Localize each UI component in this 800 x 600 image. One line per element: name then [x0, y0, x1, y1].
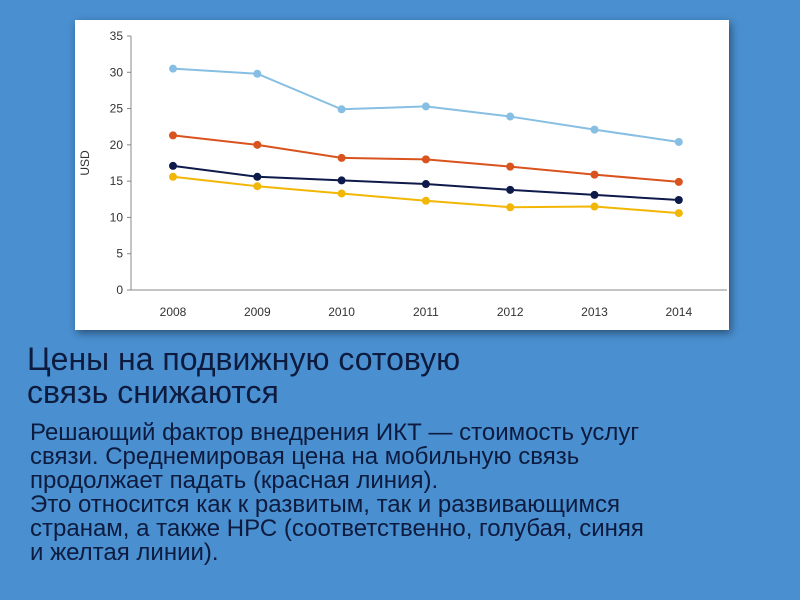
data-point [253, 69, 262, 78]
y-tick-label: 0 [116, 283, 123, 297]
body-line-6: и желтая линии). [30, 539, 219, 566]
x-tick-label: 2014 [665, 305, 692, 319]
slide-body-text: Решающий фактор внедрения ИКТ — стоимост… [30, 421, 790, 565]
y-tick-label: 10 [110, 210, 124, 224]
x-tick-label: 2009 [244, 305, 271, 319]
data-point [506, 203, 515, 212]
body-line-1: Решающий фактор внедрения ИКТ — стоимост… [30, 419, 640, 446]
x-tick-label: 2012 [497, 305, 524, 319]
data-point [421, 155, 430, 164]
y-tick-label: 35 [110, 29, 124, 43]
data-point [674, 209, 683, 218]
data-point [253, 140, 262, 149]
data-point [253, 172, 262, 181]
data-point [169, 172, 177, 181]
data-point [169, 64, 177, 73]
x-tick-label: 2010 [328, 305, 355, 319]
data-point [506, 162, 515, 171]
data-point [169, 131, 177, 140]
data-point [421, 180, 430, 189]
y-axis-label: USD [78, 150, 92, 176]
data-point [421, 196, 430, 205]
data-point [590, 125, 599, 134]
data-point [590, 170, 599, 179]
chart-card: 0 5 10 15 20 25 30 35 USD 2008 2009 2010 2011 2012 201… [75, 20, 729, 330]
y-tick-label: 5 [116, 247, 123, 261]
body-line-3: продолжает падать (красная линия). [30, 467, 439, 494]
y-tick-label: 30 [110, 65, 124, 79]
y-tick-label: 20 [110, 138, 124, 152]
y-tick-label: 25 [110, 102, 124, 116]
data-point [674, 196, 683, 205]
data-point [506, 185, 515, 194]
data-point [337, 176, 346, 185]
data-point [337, 153, 346, 162]
data-point [506, 112, 515, 121]
body-line-2: связи. Среднемировая цена на мобильную с… [30, 443, 580, 470]
slide-title-line-1: Цены на подвижную сотовую [27, 341, 461, 377]
data-point [169, 161, 177, 170]
data-point [674, 137, 683, 146]
data-point [253, 182, 262, 191]
body-line-5: странам, а также НРС (соответственно, го… [30, 515, 644, 542]
x-tick-label: 2011 [413, 305, 439, 319]
data-point [337, 189, 346, 198]
data-point [590, 202, 599, 211]
data-point [674, 177, 683, 186]
data-point [421, 102, 430, 111]
slide-title: Цены на подвижную сотовую связь снижаютс… [27, 343, 767, 409]
data-point [590, 190, 599, 199]
body-line-4: Это относится как к развитым, так и разв… [30, 491, 620, 518]
data-point [337, 105, 346, 114]
x-tick-label: 2013 [581, 305, 608, 319]
x-tick-label: 2008 [160, 305, 187, 319]
y-tick-label: 15 [110, 174, 124, 188]
slide-title-line-2: связь снижаются [27, 374, 279, 410]
line-chart: 0 5 10 15 20 25 30 35 USD 2008 2009 2010 2011 2012 201… [78, 29, 727, 319]
